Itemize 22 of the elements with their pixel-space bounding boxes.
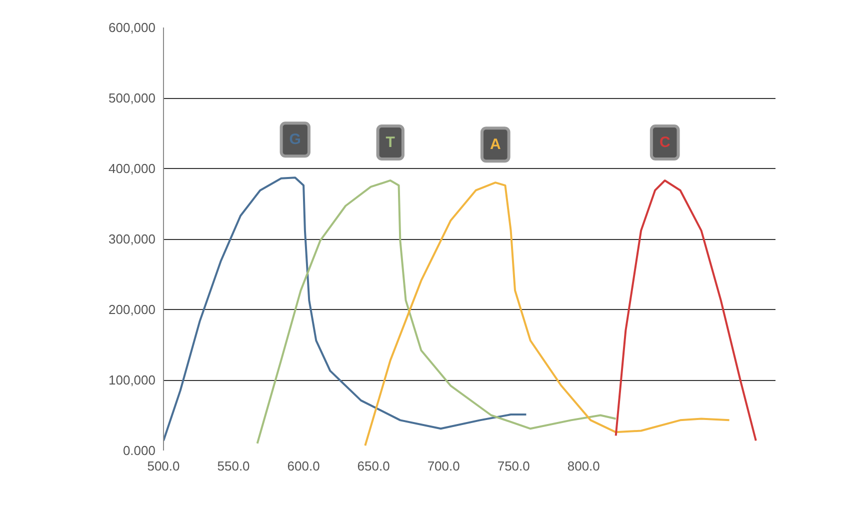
series-label: T — [386, 134, 395, 151]
y-tick-label: 500,000 — [108, 90, 156, 106]
x-tick-label: 700.0 — [427, 458, 460, 474]
series-label: G — [289, 131, 301, 148]
x-tick-label: 800.0 — [567, 458, 600, 474]
x-tick-label: 600.0 — [287, 458, 320, 474]
series-label: A — [490, 136, 501, 154]
x-tick-label: 750.0 — [497, 458, 530, 474]
y-tick-label: 100,000 — [108, 372, 156, 388]
series-label: C — [659, 134, 670, 151]
y-tick-label: 0.000 — [122, 443, 156, 458]
x-tick-label: 650.0 — [357, 458, 390, 474]
line-series — [256, 179, 617, 444]
x-tick-label: 550.0 — [217, 458, 250, 474]
y-tick-label: 200,000 — [108, 302, 156, 317]
line-series — [164, 176, 528, 442]
y-tick-label: 300,000 — [108, 232, 156, 246]
y-tick-label: 600,000 — [108, 20, 156, 35]
y-tick-label: 400,000 — [108, 161, 156, 176]
line-series — [614, 179, 757, 442]
line-series — [364, 182, 730, 447]
x-tick-label: 500.0 — [147, 458, 180, 474]
